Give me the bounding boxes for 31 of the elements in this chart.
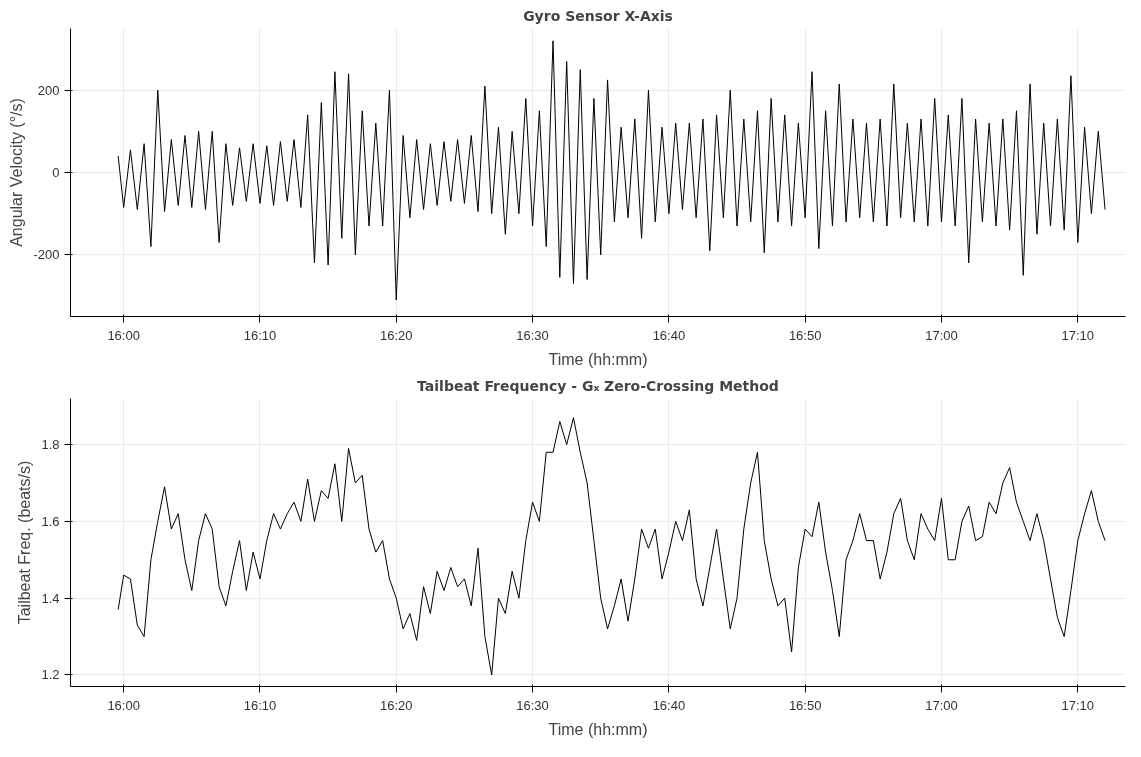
x-tick-label: 16:40: [652, 697, 686, 713]
x-axis-title: Time (hh:mm): [548, 350, 648, 368]
y-tick-label: 1.4: [41, 590, 60, 606]
x-tick-label: 16:50: [788, 327, 822, 343]
x-tick-label: 16:30: [516, 697, 549, 713]
x-tick-label: 16:40: [652, 327, 686, 343]
x-axis-title: Time (hh:mm): [548, 720, 648, 738]
y-tick-label: 200: [37, 82, 60, 98]
x-tick-label: 16:10: [243, 697, 277, 713]
line-series: [117, 40, 1106, 301]
x-tick-label: 16:10: [243, 327, 277, 343]
y-tick-label: 1.2: [41, 667, 60, 683]
y-tick-label: 1.6: [41, 513, 60, 529]
y-tick-label: 1.8: [41, 437, 60, 453]
x-tick-label: 16:00: [107, 327, 140, 343]
x-tick-label: 16:50: [788, 697, 822, 713]
chart-title: Gyro Sensor X-Axis: [523, 7, 673, 24]
x-tick-label: 16:20: [379, 327, 413, 343]
y-tick-label: -200: [33, 247, 60, 263]
y-axis-title: Angular Velocity (°/s): [8, 98, 26, 247]
chart-title: Tailbeat Frequency - Gₓ Zero-Crossing Method: [417, 377, 779, 394]
x-tick-label: 16:00: [107, 697, 140, 713]
x-tick-label: 17:00: [925, 327, 958, 343]
y-axis-title: Tailbeat Freq. (beats/s): [16, 460, 34, 625]
x-tick-label: 16:20: [379, 697, 413, 713]
y-tick-label: 0: [52, 165, 60, 180]
x-tick-label: 16:30: [516, 327, 549, 343]
x-tick-label: 17:00: [925, 697, 958, 713]
x-tick-label: 17:10: [1061, 697, 1095, 713]
x-tick-label: 17:10: [1061, 327, 1095, 343]
line-series: [117, 417, 1106, 676]
